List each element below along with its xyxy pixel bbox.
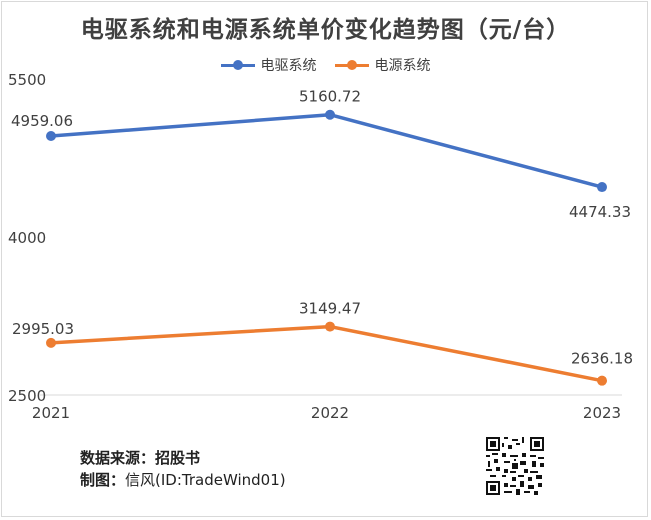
x-tick-label: 2022 [311,404,349,422]
source-line: 数据来源：招股书 [80,447,286,469]
data-point [46,130,56,141]
data-label: 2995.03 [12,320,74,338]
data-label: 4959.06 [11,112,73,130]
data-label: 2636.18 [571,350,633,368]
data-point [325,109,335,120]
author-label: 制图： [80,471,126,489]
data-label: 3149.47 [299,300,361,318]
footer-text: 数据来源：招股书 制图：信风(ID:TradeWind01) [80,447,286,491]
legend-label-power: 电源系统 [374,58,431,74]
y-tick-label: 5500 [8,71,46,89]
x-tick-label: 2021 [32,404,70,422]
data-label: 4474.33 [569,203,631,221]
qr-code-icon [486,437,544,495]
legend-swatch-drive [220,59,255,71]
data-point [46,337,56,348]
y-tick-label: 2500 [8,387,46,405]
series-line [50,112,603,189]
data-point [597,375,607,386]
legend-item-drive: 电驱系统 [220,55,317,75]
source-label: 数据来源： [80,449,156,467]
data-label: 5160.72 [299,88,361,106]
author-line: 制图：信风(ID:TradeWind01) [80,469,286,491]
author-value: 信风(ID:TradeWind01) [125,471,286,489]
data-point [325,321,335,332]
legend-item-power: 电源系统 [334,55,431,75]
legend-swatch-power [334,59,369,71]
chart-title: 电驱系统和电源系统单价变化趋势图（元/台） [80,17,571,43]
x-tick-label: 2023 [583,404,621,422]
y-tick-label: 4000 [8,229,46,247]
legend-label-drive: 电驱系统 [260,58,317,74]
chart-legend: 电驱系统 电源系统 [0,55,651,75]
series-line [50,324,603,383]
data-point [597,182,607,193]
source-value: 招股书 [155,449,201,467]
